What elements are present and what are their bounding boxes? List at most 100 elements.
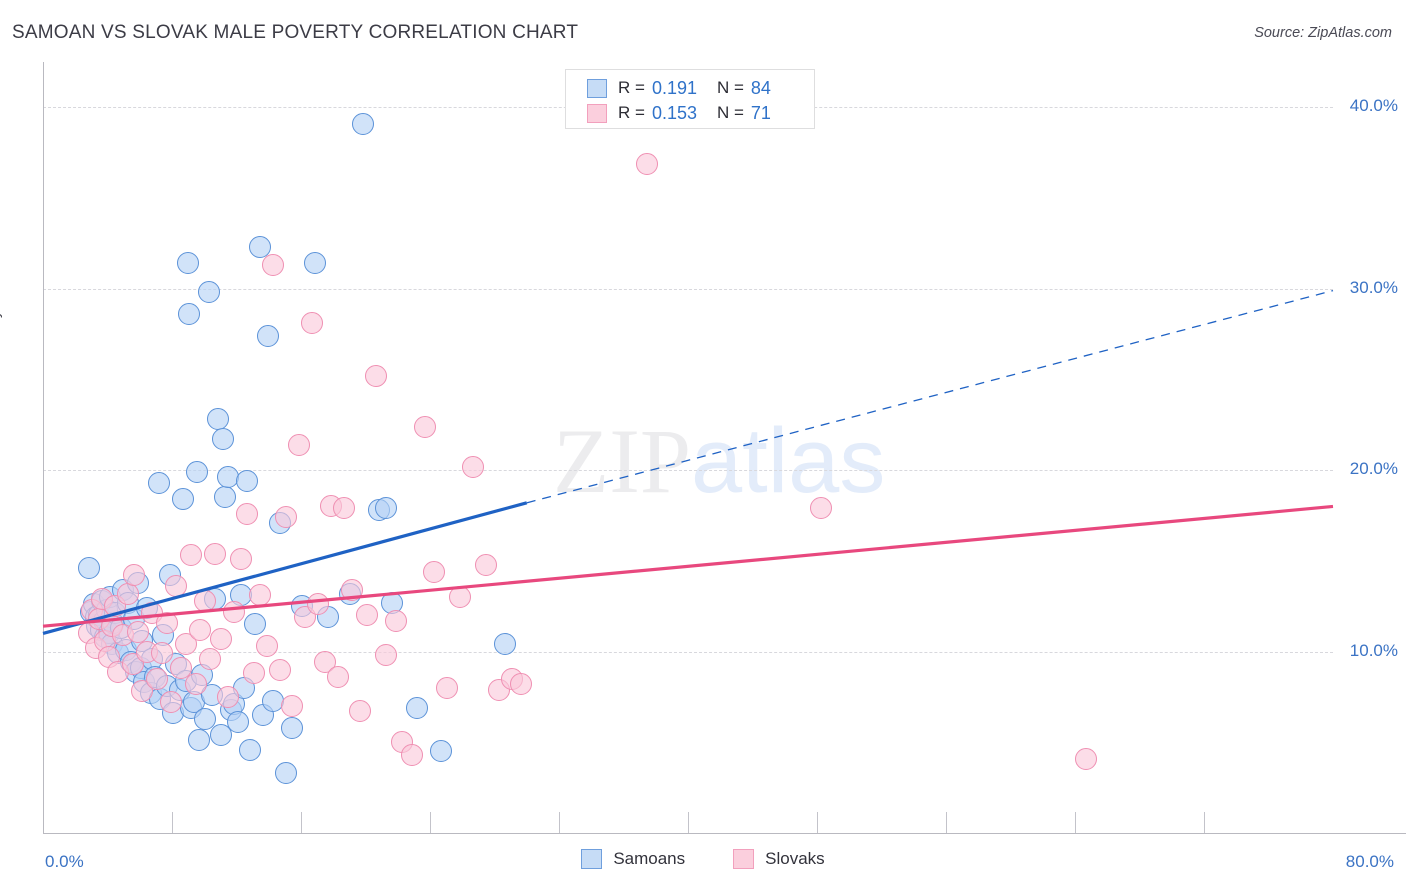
scatter-point-k[interactable]	[474, 553, 497, 576]
x-axis-tick	[301, 812, 302, 833]
scatter-point-k[interactable]	[510, 673, 533, 696]
scatter-point-s[interactable]	[405, 696, 428, 719]
scatter-point-s[interactable]	[303, 252, 326, 275]
scatter-point-s[interactable]	[187, 729, 210, 752]
x-axis-tick	[817, 812, 818, 833]
scatter-point-s[interactable]	[374, 497, 397, 520]
scatter-point-k[interactable]	[179, 544, 202, 567]
samoans-r-value: 0.191	[651, 77, 697, 98]
scatter-point-k[interactable]	[126, 620, 149, 643]
scatter-point-k[interactable]	[189, 618, 212, 641]
scatter-point-k[interactable]	[216, 685, 239, 708]
scatter-point-k[interactable]	[355, 604, 378, 627]
scatter-point-k[interactable]	[384, 609, 407, 632]
legend-item-slovaks[interactable]: Slovaks	[733, 849, 825, 869]
scatter-point-k[interactable]	[204, 542, 226, 565]
scatter-point-s[interactable]	[176, 252, 199, 275]
plot-area	[43, 62, 1333, 833]
legend-item-samoans[interactable]: Samoans	[581, 849, 685, 869]
scatter-point-s[interactable]	[178, 303, 201, 326]
correlation-stats-legend: R = 0.191 N = 84 R = 0.153 N = 71	[565, 69, 815, 129]
stats-row-samoans: R = 0.191 N = 84	[587, 76, 771, 100]
scatter-point-k[interactable]	[194, 589, 217, 612]
scatter-point-s[interactable]	[78, 557, 101, 580]
scatter-point-k[interactable]	[255, 635, 278, 658]
scatter-point-k[interactable]	[349, 700, 372, 723]
scatter-point-k[interactable]	[165, 575, 188, 598]
scatter-point-s[interactable]	[257, 324, 280, 347]
scatter-point-s[interactable]	[429, 740, 452, 763]
x-axis-tick	[1204, 812, 1205, 833]
scatter-point-s[interactable]	[274, 762, 297, 785]
scatter-point-k[interactable]	[400, 743, 423, 766]
scatter-point-k[interactable]	[184, 673, 207, 696]
scatter-point-s[interactable]	[352, 112, 375, 135]
scatter-point-s[interactable]	[207, 408, 230, 431]
samoans-n-value: 84	[750, 77, 771, 98]
scatter-point-k[interactable]	[155, 611, 178, 634]
scatter-point-k[interactable]	[374, 644, 397, 667]
scatter-point-k[interactable]	[449, 586, 472, 609]
scatter-point-k[interactable]	[341, 578, 364, 601]
samoans-r-label: R =	[618, 78, 645, 97]
x-axis-tick	[1075, 812, 1076, 833]
scatter-point-k[interactable]	[413, 415, 436, 438]
scatter-point-s[interactable]	[244, 613, 267, 636]
scatter-point-k[interactable]	[160, 691, 183, 714]
scatter-point-k[interactable]	[300, 312, 323, 335]
scatter-point-s[interactable]	[147, 471, 170, 494]
scatter-point-k[interactable]	[262, 254, 285, 277]
scatter-point-k[interactable]	[170, 656, 193, 679]
scatter-point-s[interactable]	[213, 486, 236, 509]
scatter-point-k[interactable]	[1074, 747, 1097, 770]
y-axis-tick-label: 20.0%	[1349, 459, 1398, 479]
scatter-point-k[interactable]	[287, 433, 310, 456]
scatter-point-k[interactable]	[210, 627, 233, 650]
scatter-point-k[interactable]	[150, 642, 173, 665]
scatter-point-s[interactable]	[194, 707, 217, 730]
scatter-point-k[interactable]	[145, 667, 168, 690]
y-axis-tick-label: 40.0%	[1349, 96, 1398, 116]
samoans-legend-swatch-icon	[581, 849, 603, 869]
slovaks-legend-label: Slovaks	[765, 849, 825, 868]
stats-row-slovaks: R = 0.153 N = 71	[587, 101, 771, 125]
scatter-point-s[interactable]	[236, 470, 259, 493]
scatter-point-k[interactable]	[199, 647, 222, 670]
scatter-point-k[interactable]	[229, 548, 252, 571]
scatter-point-s[interactable]	[197, 281, 220, 304]
scatter-point-k[interactable]	[223, 600, 246, 623]
scatter-point-k[interactable]	[274, 506, 297, 529]
scatter-point-s[interactable]	[210, 724, 233, 747]
scatter-point-k[interactable]	[236, 502, 259, 525]
scatter-point-k[interactable]	[462, 455, 484, 478]
scatter-point-s[interactable]	[249, 236, 272, 259]
y-axis-line	[43, 62, 44, 833]
slovaks-n-value: 71	[750, 102, 771, 123]
gridline	[43, 651, 1333, 653]
scatter-point-k[interactable]	[636, 152, 659, 175]
x-axis-tick	[688, 812, 689, 833]
scatter-point-k[interactable]	[326, 665, 349, 688]
slovaks-r-label: R =	[618, 103, 645, 122]
scatter-point-k[interactable]	[281, 695, 304, 717]
scatter-point-s[interactable]	[281, 716, 304, 739]
scatter-point-k[interactable]	[423, 560, 446, 583]
slovaks-r-value: 0.153	[651, 102, 697, 123]
x-axis-line	[43, 833, 1406, 834]
scatter-point-s[interactable]	[171, 488, 194, 511]
scatter-point-k[interactable]	[268, 658, 291, 681]
scatter-point-k[interactable]	[333, 497, 355, 520]
scatter-point-s[interactable]	[239, 738, 262, 761]
scatter-point-k[interactable]	[365, 364, 388, 387]
scatter-point-k[interactable]	[436, 676, 459, 699]
scatter-point-k[interactable]	[810, 497, 833, 520]
scatter-point-s[interactable]	[212, 428, 235, 451]
scatter-point-s[interactable]	[226, 711, 249, 734]
scatter-point-k[interactable]	[242, 662, 265, 685]
y-axis-title: Male Poverty	[0, 310, 3, 398]
scatter-point-k[interactable]	[249, 584, 272, 607]
y-axis-tick-label: 10.0%	[1349, 640, 1398, 660]
series-legend: Samoans Slovaks	[0, 849, 1406, 869]
y-axis-tick-label: 30.0%	[1349, 277, 1398, 297]
scatter-point-s[interactable]	[186, 460, 209, 483]
